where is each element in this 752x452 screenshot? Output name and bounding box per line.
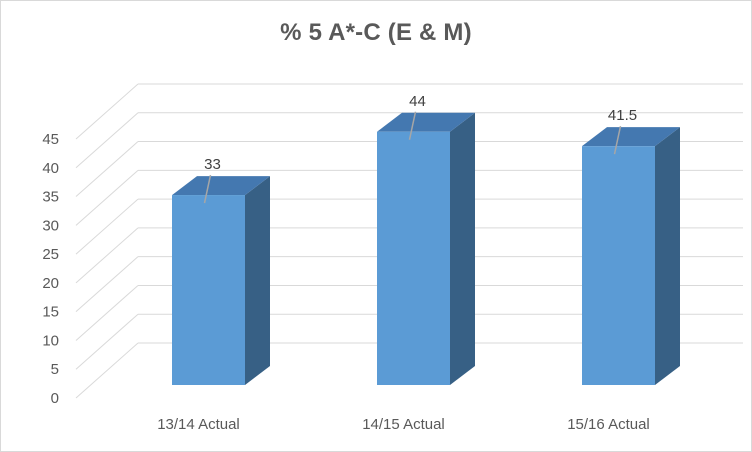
bar-front-face xyxy=(172,195,245,385)
gridline-diagonal xyxy=(75,227,139,284)
bar-top-face xyxy=(172,176,270,196)
data-label-leader xyxy=(408,111,417,140)
x-axis-categories: 13/14 Actual 14/15 Actual 15/16 Actual xyxy=(157,416,650,433)
x-category-label: 15/16 Actual xyxy=(567,416,650,433)
y-tick-label: 35 xyxy=(42,189,59,206)
bar-front-face xyxy=(582,146,655,385)
gridline-diagonal xyxy=(75,342,139,399)
y-axis-ticks: 0 5 10 15 20 25 30 35 40 45 xyxy=(42,131,59,407)
gridline-diagonal xyxy=(75,198,139,255)
gridline-diagonal xyxy=(75,256,139,313)
bar-15/16 Actual xyxy=(582,127,680,386)
gridline-diagonal xyxy=(75,83,139,140)
bars xyxy=(172,112,680,386)
data-label-leader xyxy=(203,174,212,204)
data-label: 33 xyxy=(204,156,221,173)
bar-side-face xyxy=(655,127,680,386)
data-label: 44 xyxy=(409,93,426,110)
data-label: 41.5 xyxy=(608,107,637,124)
data-label-leader xyxy=(613,125,622,155)
gridline-diagonal xyxy=(75,112,139,169)
x-category-label: 14/15 Actual xyxy=(362,416,445,433)
y-tick-label: 20 xyxy=(42,275,59,292)
gridline-diagonal xyxy=(75,313,139,370)
data-labels: 33 44 41.5 xyxy=(203,93,637,204)
y-tick-label: 15 xyxy=(42,304,59,321)
bar-top-face xyxy=(582,127,680,147)
bar-top-face xyxy=(377,112,475,132)
bar-14/15 Actual xyxy=(377,112,475,385)
gridline-diagonal xyxy=(75,141,139,197)
y-tick-label: 0 xyxy=(51,390,59,407)
y-tick-label: 25 xyxy=(42,246,59,263)
x-category-label: 13/14 Actual xyxy=(157,416,240,433)
bar-side-face xyxy=(450,112,475,385)
y-tick-label: 10 xyxy=(42,332,59,349)
chart-title: % 5 A*-C (E & M) xyxy=(280,19,472,46)
y-tick-label: 5 xyxy=(51,361,59,378)
y-tick-label: 45 xyxy=(42,131,59,148)
bar-13/14 Actual xyxy=(172,176,270,385)
bar-side-face xyxy=(245,176,270,385)
y-tick-label: 30 xyxy=(42,217,59,234)
gridline-diagonal xyxy=(75,169,139,226)
bar-front-face xyxy=(377,131,450,385)
gridline-45 xyxy=(75,83,743,140)
gridline-diagonal xyxy=(75,285,139,341)
y-tick-label: 40 xyxy=(42,160,59,177)
